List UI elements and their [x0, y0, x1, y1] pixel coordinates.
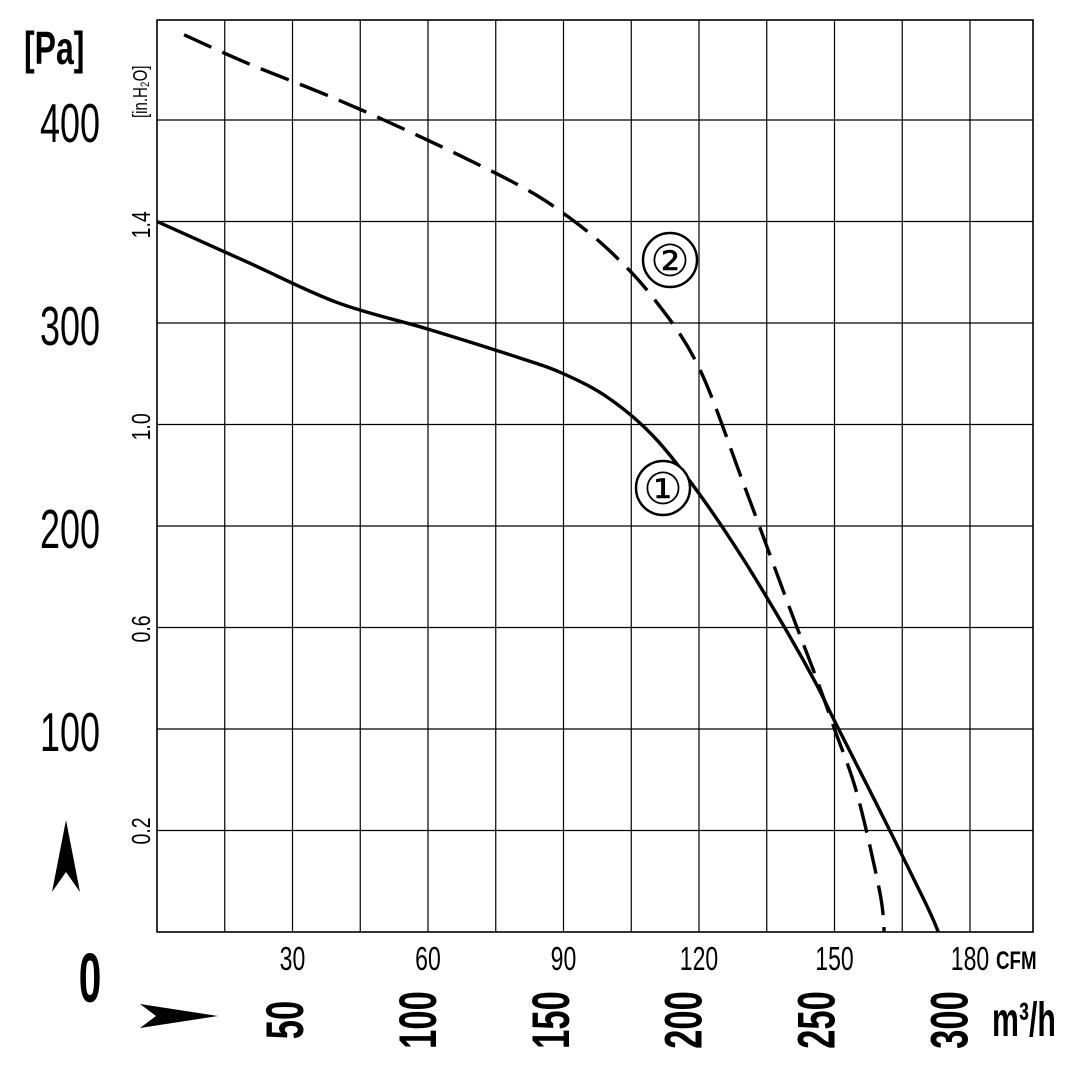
m3h-tick-label: 50 — [257, 1001, 315, 1039]
pa-tick-label: 200 — [40, 498, 100, 560]
m3h-tick-label: 200 — [656, 991, 714, 1049]
axis-labels: 100 200 300 400 0.2 0.6 1.0 1.4 30 60 90 120 150 180 5… — [40, 92, 989, 1049]
grid — [156, 19, 1034, 933]
cfm-tick-label: 150 — [815, 941, 853, 978]
cfm-tick-label: 120 — [680, 941, 718, 978]
curve-2-label: ② — [650, 237, 689, 286]
curve-2-line — [183, 33, 886, 933]
cfm-tick-label: 90 — [551, 941, 577, 978]
curve-1-label: ① — [643, 465, 682, 514]
curves — [156, 33, 940, 933]
m3h-tick-label: 100 — [390, 991, 448, 1049]
pa-unit-label: [Pa] — [24, 23, 84, 74]
cfm-tick-label: 60 — [415, 941, 441, 978]
curve-1-line — [156, 219, 940, 933]
cfm-tick-label: 180 — [951, 941, 989, 978]
pa-tick-label: 300 — [40, 295, 100, 357]
m3h-tick-label: 300 — [921, 991, 979, 1049]
origin-label: 0 — [79, 940, 102, 1018]
curve-2-marker: ② — [641, 231, 699, 289]
m3h-tick-label: 250 — [788, 991, 846, 1049]
m3h-unit-label: m³/h — [992, 993, 1056, 1047]
right-arrow-icon — [140, 1004, 218, 1028]
inh2o-tick-label: 0.2 — [126, 817, 155, 844]
pa-tick-label: 100 — [40, 701, 100, 763]
m3h-tick-label: 150 — [523, 991, 581, 1049]
up-arrow-icon — [52, 820, 80, 892]
curve-1-marker: ① — [634, 459, 692, 517]
inh2o-tick-label: 0.6 — [126, 615, 155, 642]
inh2o-tick-label: 1.4 — [126, 211, 155, 238]
cfm-tick-label: 30 — [280, 941, 306, 978]
inh2o-tick-label: 1.0 — [126, 413, 155, 440]
inh2o-unit-label: [in.H₂O] — [129, 66, 152, 118]
cfm-unit-label: CFM — [996, 946, 1037, 974]
plot-border — [156, 19, 1034, 933]
pa-tick-label: 400 — [40, 92, 100, 154]
